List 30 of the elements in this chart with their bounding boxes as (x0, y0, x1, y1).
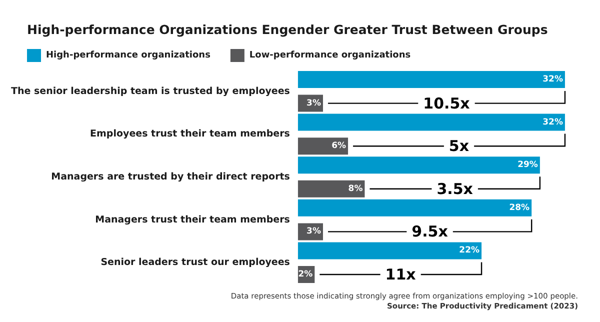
data-label: 8% (348, 184, 364, 194)
y-tick-label: Managers are trusted by their direct reports (51, 172, 290, 182)
legend-label: High-performance organizations (46, 50, 210, 60)
annotation: 11x (385, 266, 416, 284)
chart-title: High-performance Organizations Engender Greater Trust Between Groups (27, 22, 548, 37)
data-label: 3% (306, 98, 322, 108)
data-label: 2% (298, 270, 314, 280)
data-label: 22% (459, 246, 480, 256)
data-label: 28% (509, 202, 530, 213)
bar (298, 156, 540, 174)
y-tick-label: Managers trust their team members (95, 214, 290, 226)
bar (298, 180, 365, 198)
y-tick-label: Senior leaders trust our employees (100, 257, 290, 268)
y-tick-label: Employees trust their team members (90, 128, 290, 140)
bar (298, 114, 565, 131)
bar (298, 138, 348, 155)
annotation: 9.5x (412, 222, 448, 241)
legend-label: Low-performance organizations (249, 50, 411, 60)
bar (298, 199, 532, 216)
data-label: 6% (332, 141, 347, 152)
bar (298, 71, 565, 88)
annotation: 10.5x (423, 94, 470, 112)
data-label: 32% (542, 117, 564, 128)
annotation: 3.5x (436, 180, 474, 198)
data-label: 3% (306, 226, 322, 237)
y-tick-label: The senior leadership team is trusted by employees (10, 86, 290, 97)
data-label: 32% (542, 74, 564, 84)
annotation: 5x (448, 137, 470, 156)
data-label: 29% (518, 160, 538, 170)
bar (298, 242, 482, 260)
